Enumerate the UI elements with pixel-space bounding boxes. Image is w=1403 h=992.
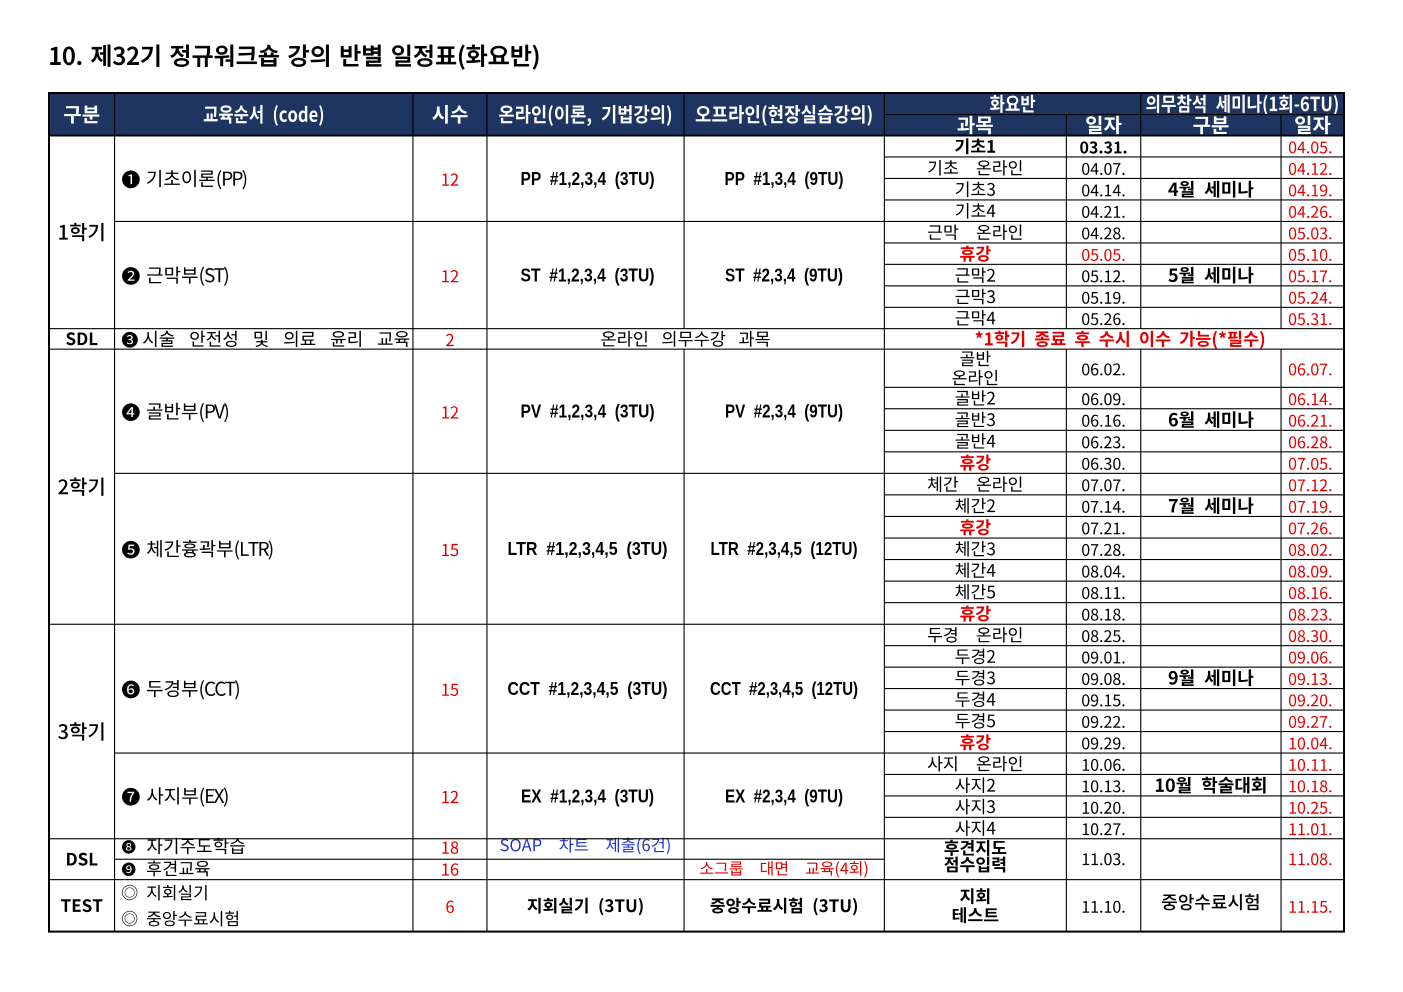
svg-text:EX #2,3,4 (9TU): EX #2,3,4 (9TU) xyxy=(725,785,843,806)
svg-text:PP #1,2,3,4 (3TU): PP #1,2,3,4 (3TU) xyxy=(521,168,655,189)
svg-text:PV #1,2,3,4 (3TU): PV #1,2,3,4 (3TU) xyxy=(521,401,655,422)
svg-text:CCT #2,3,4,5 (12TU): CCT #2,3,4,5 (12TU) xyxy=(710,678,858,699)
svg-text:EX #1,2,3,4 (3TU): EX #1,2,3,4 (3TU) xyxy=(521,785,654,806)
svg-text:LTR #2,3,4,5 (12TU): LTR #2,3,4,5 (12TU) xyxy=(711,538,858,559)
svg-text:PV #2,3,4 (9TU): PV #2,3,4 (9TU) xyxy=(725,401,843,422)
svg-text:ST #2,3,4 (9TU): ST #2,3,4 (9TU) xyxy=(725,265,843,286)
svg-text:CCT #1,2,3,4,5 (3TU): CCT #1,2,3,4,5 (3TU) xyxy=(508,678,668,699)
svg-text:LTR #1,2,3,4,5 (3TU): LTR #1,2,3,4,5 (3TU) xyxy=(508,538,668,559)
svg-text:PP #1,3,4 (9TU): PP #1,3,4 (9TU) xyxy=(725,168,844,189)
svg-text:ST #1,2,3,4 (3TU): ST #1,2,3,4 (3TU) xyxy=(521,265,655,286)
